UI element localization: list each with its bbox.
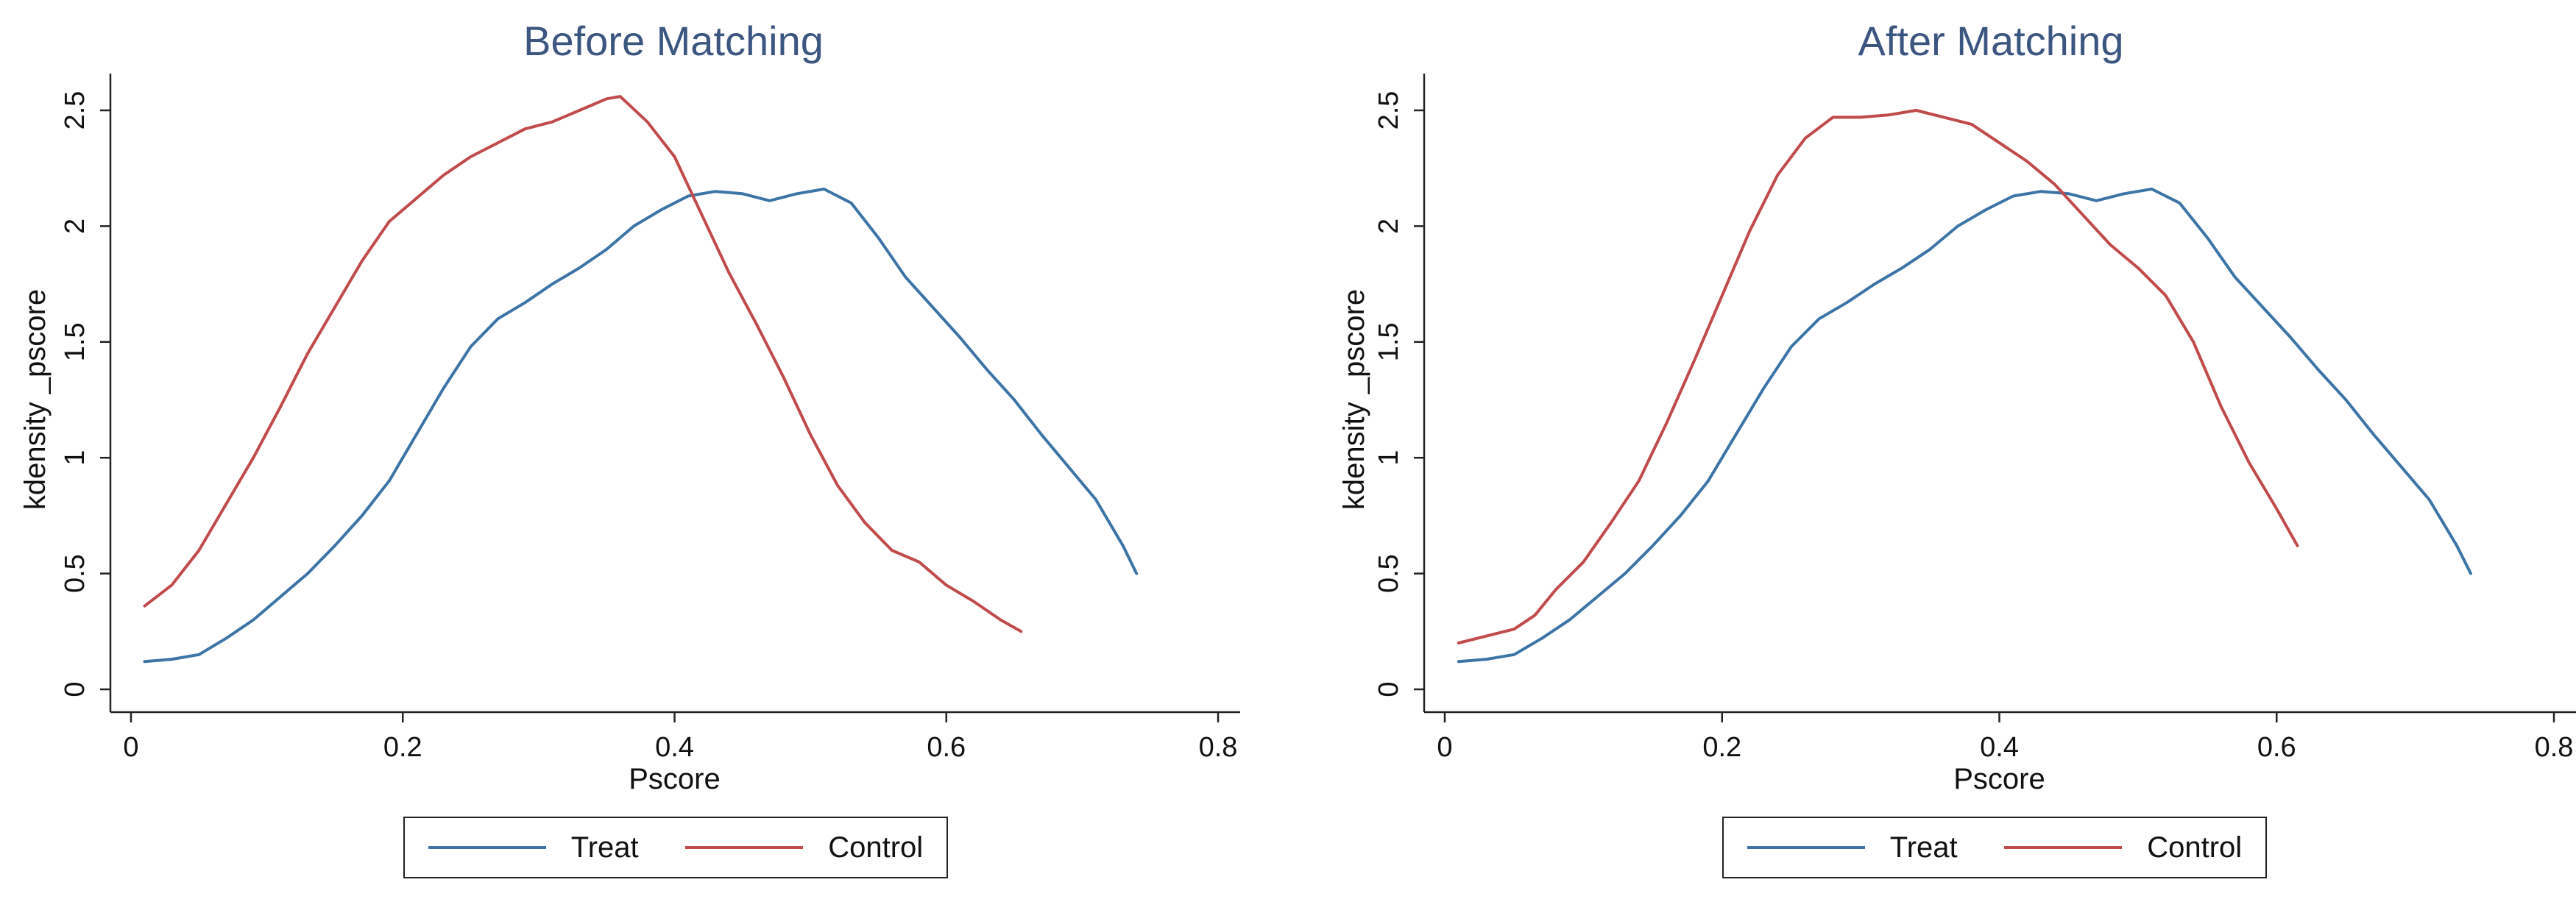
y-tick-label: 1 (1373, 450, 1404, 466)
y-tick-label: 1.5 (1373, 322, 1404, 361)
chart-panel-before: Before Matching 0 0.5 1 1.5 2 2.5 0 0.2 0.4 0.6 0.8… (19, 18, 1240, 878)
series-line-treat (143, 188, 1139, 664)
legend-item-treat: Treat (1747, 831, 1958, 864)
chart-panel-after: After Matching 0 0.5 1 1.5 2 2.5 0 0.2 0.4 0.6 0.8 P… (1288, 0, 2576, 899)
x-tick-label: 0.8 (2535, 732, 2574, 763)
legend-label-treat: Treat (570, 831, 639, 864)
legend-label-control: Control (2147, 831, 2243, 864)
chart-legend: Treat Control (1722, 817, 2267, 878)
chart-svg-after: After Matching 0 0.5 1 1.5 2 2.5 0 0.2 0.4 0.6 0.8 P… (1338, 18, 2576, 795)
x-tick-label: 0.4 (655, 732, 694, 763)
x-tick-label: 0 (1437, 732, 1452, 763)
y-tick-label: 2.5 (1373, 91, 1404, 130)
x-tick-label: 0.8 (1199, 732, 1238, 763)
legend-swatch-control (685, 846, 804, 849)
y-tick-label: 2.5 (60, 91, 91, 130)
y-tick-label: 2 (1373, 218, 1404, 234)
chart-title: Before Matching (523, 18, 824, 64)
y-tick-label: 2 (60, 218, 91, 234)
legend-swatch-control (2004, 846, 2123, 849)
legend-label-control: Control (828, 831, 924, 864)
x-tick-label: 0.2 (1702, 732, 1741, 763)
series-line-control (1457, 109, 2299, 644)
x-axis-label: Pscore (1953, 763, 2045, 795)
y-tick-label: 1 (60, 450, 91, 466)
y-axis-label: kdensity _pscore (1338, 289, 1370, 510)
chart-svg-before: Before Matching 0 0.5 1 1.5 2 2.5 0 0.2 0.4 0.6 0.8… (19, 18, 1240, 795)
y-tick-label: 1.5 (60, 322, 91, 361)
x-axis-label: Pscore (629, 763, 721, 795)
y-tick-label: 0 (1373, 681, 1404, 697)
legend-swatch-treat (428, 846, 546, 849)
series-line-control (143, 95, 1023, 633)
y-axis-label: kdensity _pscore (19, 289, 52, 510)
series-line-treat (1457, 188, 2472, 664)
x-tick-label: 0.6 (2257, 732, 2296, 763)
chart-legend: Treat Control (403, 817, 948, 878)
y-tick-label: 0.5 (60, 554, 91, 593)
legend-label-treat: Treat (1889, 831, 1958, 864)
x-tick-label: 0.6 (927, 732, 966, 763)
legend-item-control: Control (685, 831, 923, 864)
y-tick-label: 0.5 (1373, 554, 1404, 593)
x-tick-label: 0.4 (1980, 732, 2019, 763)
x-tick-label: 0.2 (383, 732, 422, 763)
legend-item-treat: Treat (428, 831, 639, 864)
legend-item-control: Control (2004, 831, 2242, 864)
chart-title: After Matching (1858, 18, 2123, 64)
x-tick-label: 0 (123, 732, 138, 763)
y-tick-label: 0 (60, 681, 91, 697)
legend-swatch-treat (1747, 846, 1865, 849)
